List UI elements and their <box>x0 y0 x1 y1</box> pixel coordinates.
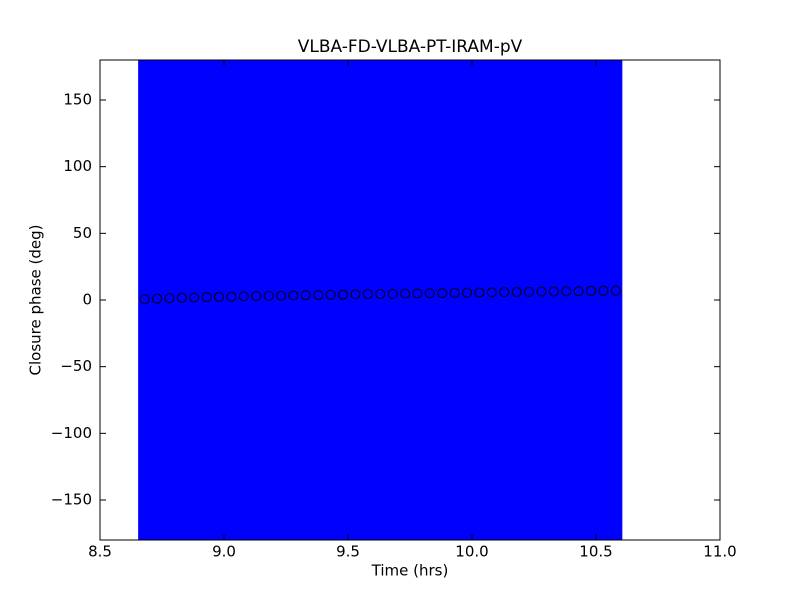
x-tick-label: 10.0 <box>455 543 488 561</box>
data-point <box>561 286 572 297</box>
data-point <box>474 287 485 298</box>
data-point <box>424 288 435 299</box>
data-point <box>586 285 597 296</box>
data-point <box>226 291 237 302</box>
data-point <box>524 286 535 297</box>
data-point <box>263 290 274 301</box>
data-point <box>276 290 287 301</box>
data-point <box>598 285 609 296</box>
x-tick-label: 9.5 <box>336 543 360 561</box>
data-point <box>189 292 200 303</box>
data-point <box>152 293 163 304</box>
data-point <box>176 292 187 303</box>
data-point <box>400 288 411 299</box>
data-point <box>238 291 249 302</box>
data-point <box>486 287 497 298</box>
data-point <box>164 293 175 304</box>
axes: 8.5 9.0 9.5 10.0 10.5 11.0 −150 −100 −50 0 50 100 15… <box>51 59 737 561</box>
data-point <box>362 289 373 300</box>
data-point <box>313 290 324 301</box>
y-tick-label: −100 <box>51 424 92 442</box>
x-tick-label: 8.5 <box>88 543 112 561</box>
y-tick-label: −150 <box>51 491 92 509</box>
data-point <box>201 292 212 303</box>
data-point <box>499 287 510 298</box>
data-point <box>437 288 448 299</box>
data-point <box>610 285 621 296</box>
data-point <box>251 291 262 302</box>
x-tick-label: 11.0 <box>703 543 736 561</box>
data-point <box>511 287 522 297</box>
data-point <box>214 291 225 302</box>
data-point <box>350 289 361 300</box>
data-point <box>300 290 311 301</box>
data-point <box>462 287 473 298</box>
x-tick-label: 10.5 <box>579 543 612 561</box>
data-point <box>139 294 150 305</box>
x-tick-label: 9.0 <box>212 543 236 561</box>
data-point <box>338 289 349 300</box>
y-tick-label: 50 <box>73 224 92 242</box>
data-point <box>387 288 398 299</box>
data-point <box>288 290 299 301</box>
y-tick-label: 100 <box>63 157 92 175</box>
data-point <box>325 289 336 300</box>
plot-area <box>138 60 623 540</box>
data-point <box>449 287 460 298</box>
y-tick-label: 150 <box>63 91 92 109</box>
x-axis-label: Time (hrs) <box>371 562 449 580</box>
y-axis-label: Closure phase (deg) <box>27 225 45 376</box>
data-point <box>573 286 584 297</box>
data-point <box>375 289 386 299</box>
y-tick-label: 0 <box>82 291 92 309</box>
data-point <box>412 288 423 299</box>
y-tick-label: −50 <box>60 357 92 375</box>
data-point <box>536 286 547 297</box>
data-point <box>548 286 559 297</box>
chart-title: VLBA-FD-VLBA-PT-IRAM-pV <box>298 37 523 57</box>
